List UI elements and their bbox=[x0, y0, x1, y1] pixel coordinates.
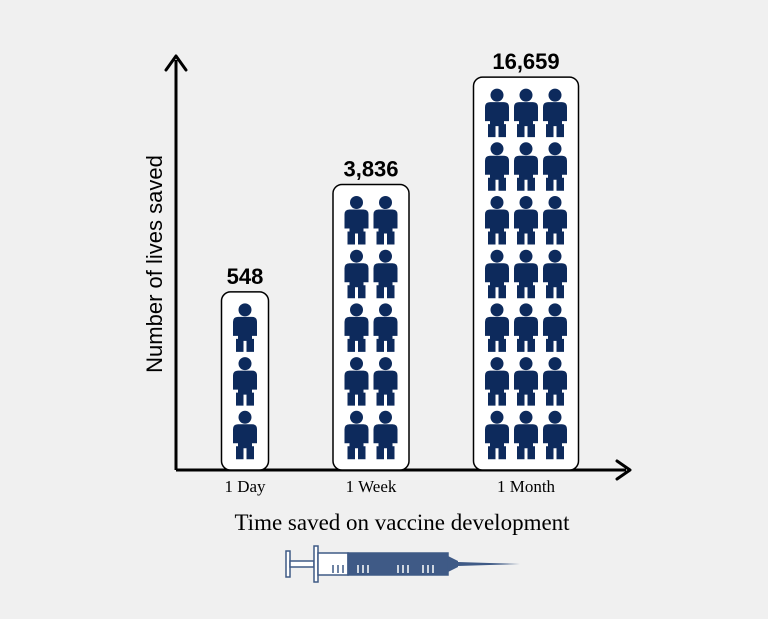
person-icon bbox=[543, 196, 567, 245]
person-icon bbox=[373, 410, 398, 460]
person-icon bbox=[514, 142, 538, 191]
value-label-3: 16,659 bbox=[492, 49, 559, 74]
y-axis-title: Number of lives saved bbox=[142, 155, 167, 373]
person-icon bbox=[543, 410, 567, 460]
person-icon bbox=[373, 249, 398, 299]
y-axis-arrow bbox=[164, 54, 188, 72]
person-icon bbox=[514, 357, 538, 406]
person-icon bbox=[485, 142, 509, 191]
person-icon bbox=[543, 88, 567, 138]
bars-group: 548 1 Day 3,836 1 Week 16,659 1 Month bbox=[220, 49, 580, 496]
person-icon bbox=[514, 303, 538, 352]
value-label-1: 548 bbox=[227, 264, 264, 289]
person-icon bbox=[543, 357, 567, 406]
person-icon bbox=[344, 196, 369, 245]
x-axis-title: Time saved on vaccine development bbox=[234, 510, 570, 535]
tick-label-3: 1 Month bbox=[497, 477, 556, 496]
bar-2 bbox=[332, 183, 410, 471]
person-icon bbox=[485, 357, 509, 406]
person-icon bbox=[344, 303, 369, 352]
person-icon bbox=[233, 357, 257, 406]
person-icon bbox=[485, 249, 509, 299]
person-icon bbox=[514, 88, 538, 138]
person-icon bbox=[543, 303, 567, 352]
value-label-2: 3,836 bbox=[343, 157, 398, 182]
person-icon bbox=[373, 357, 398, 406]
x-axis-arrow bbox=[615, 459, 632, 481]
person-icon bbox=[543, 249, 567, 299]
tick-label-2: 1 Week bbox=[346, 477, 397, 496]
person-icon bbox=[373, 196, 398, 245]
syringe-icon bbox=[285, 545, 520, 583]
person-icon bbox=[373, 303, 398, 352]
person-icon bbox=[485, 88, 509, 138]
person-icon bbox=[485, 303, 509, 352]
person-icon bbox=[485, 196, 509, 245]
person-icon bbox=[233, 303, 257, 352]
person-icon bbox=[344, 357, 369, 406]
person-icon bbox=[344, 249, 369, 299]
person-icon bbox=[514, 410, 538, 460]
person-icon bbox=[543, 142, 567, 191]
person-icon bbox=[514, 196, 538, 245]
person-icon bbox=[233, 410, 257, 460]
person-icon bbox=[344, 410, 369, 460]
person-icon bbox=[514, 249, 538, 299]
tick-label-1: 1 Day bbox=[224, 477, 266, 496]
person-icon bbox=[485, 410, 509, 460]
